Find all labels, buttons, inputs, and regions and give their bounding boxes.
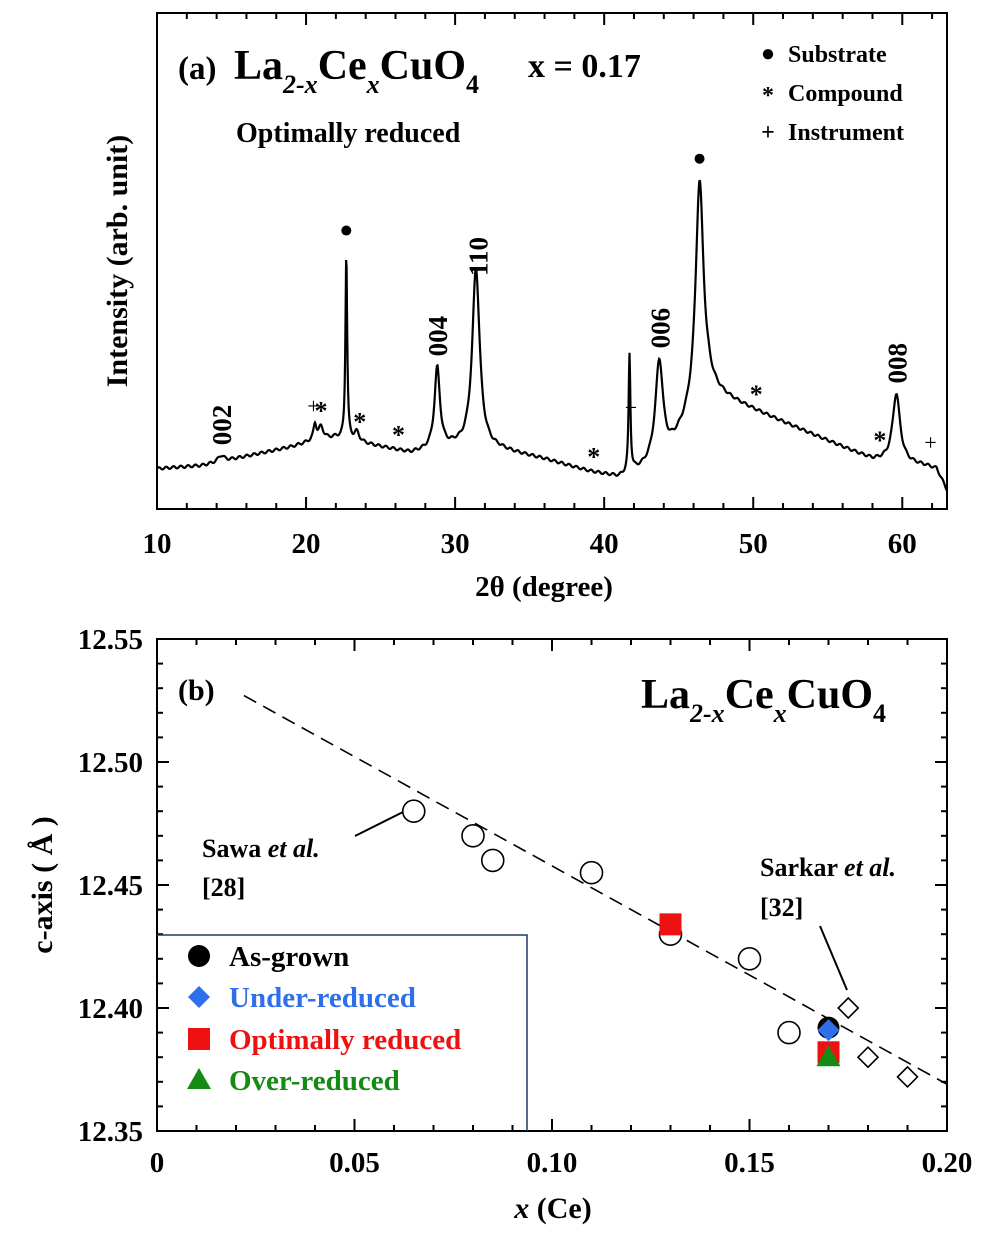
instrument-marker: + (307, 393, 319, 418)
annotation-sawa-name: Sawa et al. (202, 834, 320, 863)
instrument-marker: + (924, 430, 936, 455)
panel-b-lattice: 0 0.05 0.10 0.15 0.20 12.3512.4012.4512.5012… (26, 624, 972, 1225)
y-tick-label: 12.50 (78, 747, 143, 779)
panel-b-y-tick-labels: 12.35 12.40 12.45 12.50 12.55 (78, 624, 143, 1148)
xrd-pattern-line (156, 179, 948, 492)
legend-box (157, 934, 528, 1131)
panel-b-title: La2-xCexCuO4 (641, 672, 886, 728)
compound-marker: * (353, 407, 366, 436)
annotation-sarkar-pointer (819, 925, 848, 991)
compound-marker: * (587, 442, 600, 471)
x-tick-label: 0.10 (527, 1147, 578, 1179)
peak-index-label: 002 (207, 405, 237, 446)
panel-a-peak-labels: 002 004 110 006 008 (207, 237, 912, 445)
panel-a-x-axis-label: 2θ (degree) (475, 571, 613, 603)
peak-index-label: 004 (423, 316, 453, 357)
data-point (837, 996, 860, 1020)
data-point (896, 1065, 919, 1089)
legend-label: Over-reduced (229, 1065, 400, 1097)
panel-b-ticks (156, 638, 948, 1132)
legend-instrument-label: Instrument (788, 120, 904, 146)
peak-index-label: 110 (463, 237, 493, 276)
data-point (816, 1045, 841, 1067)
y-tick-label: 12.55 (78, 624, 143, 656)
annotation-sawa-pointer (354, 811, 404, 837)
panel-a-composition: x = 0.17 (528, 48, 641, 85)
y-tick-label: 12.40 (78, 993, 143, 1025)
data-point (856, 1046, 880, 1069)
legend-instrument-symbol: + (761, 120, 775, 146)
data-point (480, 848, 505, 873)
x-tick-label: 0 (150, 1147, 165, 1179)
data-point (777, 1020, 801, 1045)
y-tick-label: 12.45 (78, 870, 143, 902)
legend-compound-label: Compound (788, 81, 903, 107)
panel-a-peak-markers: + ++* * **** (307, 153, 937, 471)
data-point (401, 799, 426, 824)
legend-marker (188, 986, 210, 1008)
annotation-sarkar-name: Sarkar et al. (760, 853, 896, 882)
data-point (461, 823, 485, 848)
panel-a-y-axis-label: Intensity (arb. unit) (101, 135, 134, 388)
compound-marker: * (314, 396, 327, 425)
annotation-sawa-ref: [28] (202, 873, 245, 902)
substrate-marker (341, 225, 352, 236)
legend-label: Under-reduced (229, 982, 416, 1014)
legend-substrate-symbol: ● (761, 41, 776, 67)
compound-marker: * (873, 426, 886, 455)
data-point (737, 946, 762, 971)
panel-b-x-axis-label: x (Ce) (513, 1192, 591, 1225)
x-tick-label: 40 (590, 528, 619, 560)
legend-marker (188, 945, 210, 967)
legend-marker (188, 1028, 210, 1050)
annotation-sarkar: Sarkar et al. [32] (760, 853, 896, 991)
compound-marker: * (750, 380, 763, 409)
panel-a-x-tick-labels: 10 20 30 40 50 60 (143, 528, 917, 560)
x-tick-label: 30 (441, 528, 470, 560)
legend-label: As-grown (229, 941, 349, 973)
x-tick-label: 0.20 (922, 1147, 973, 1179)
annotation-sarkar-ref: [32] (760, 893, 803, 922)
panel-b-x-tick-labels: 0 0.05 0.10 0.15 0.20 (150, 1147, 973, 1179)
x-tick-label: 0.15 (724, 1147, 775, 1179)
data-point (579, 860, 604, 885)
instrument-marker: + (625, 395, 637, 420)
x-tick-label: 50 (739, 528, 768, 560)
legend-label: Optimally reduced (229, 1024, 461, 1056)
x-tick-label: 60 (888, 528, 917, 560)
compound-marker: * (392, 420, 405, 449)
substrate-marker (694, 153, 705, 164)
panel-a-x-ticks (156, 13, 934, 509)
peak-index-label: 008 (882, 343, 912, 384)
data-point (817, 1019, 840, 1042)
panel-a-frame (156, 12, 948, 510)
panel-a-legend: ● Substrate * Compound + Instrument (761, 41, 904, 146)
panel-b-letter: (b) (178, 674, 215, 707)
panel-b-y-axis-label: c-axis ( Å ) (26, 816, 59, 953)
panel-a-letter: (a) (178, 51, 216, 87)
legend-substrate-label: Substrate (788, 42, 887, 68)
panel-a-subtitle: Optimally reduced (236, 118, 461, 149)
peak-index-label: 006 (645, 308, 675, 349)
legend-marker (187, 1068, 211, 1089)
panel-b-legend: As-grown Under-reduced Optimally reduced Ov… (187, 941, 461, 1097)
y-tick-label: 12.35 (78, 1116, 143, 1148)
legend-compound-symbol: * (762, 83, 774, 109)
x-tick-label: 0.05 (329, 1147, 380, 1179)
x-tick-label: 20 (292, 528, 321, 560)
data-point (659, 913, 682, 936)
annotation-sawa: Sawa et al. [28] (202, 811, 404, 902)
x-tick-label: 10 (143, 528, 172, 560)
panel-a-title: (a) La2-xCexCuO4 (178, 43, 479, 99)
panel-b-data-points (401, 799, 919, 1089)
